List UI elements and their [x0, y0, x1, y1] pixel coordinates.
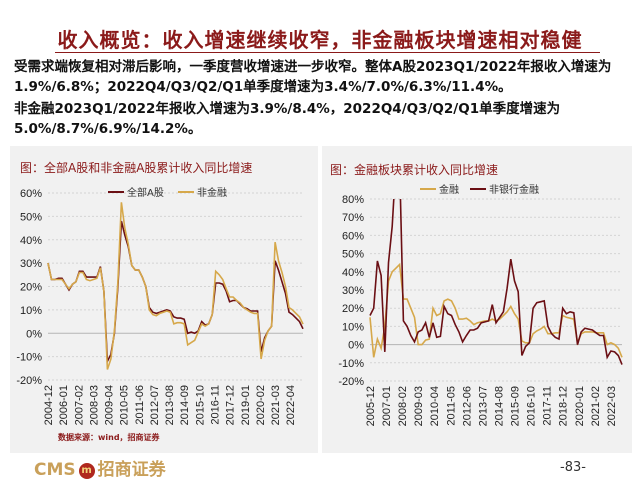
logo-cn-text: 招商证券 [97, 460, 166, 480]
x-tick-label: 2018-12 [558, 386, 570, 426]
chart-title: 图：金融板块累计收入同比增速 [330, 162, 498, 177]
summary-paragraph-1: 受需求端恢复相对滞后影响，一季度营收增速进一步收窄。整体A股2023Q1/202… [14, 59, 612, 95]
series-line-2 [47, 202, 304, 370]
chart-panel-all-a-shares [10, 146, 318, 453]
x-tick-label: 2019-01 [240, 385, 252, 425]
y-tick-label: 70% [342, 212, 364, 224]
x-tick-label: 2017-12 [225, 385, 237, 425]
y-tick-label: 50% [342, 249, 364, 261]
x-tick-label: 2014-08 [493, 386, 505, 426]
x-tick-label: 2020-01 [574, 386, 586, 426]
summary-text: 受需求端恢复相对滞后影响，一季度营收增速进一步收窄。整体A股2023Q1/202… [14, 57, 630, 141]
y-tick-label: 0% [26, 328, 42, 340]
series-line-2 [369, 199, 623, 365]
y-tick-label: 50% [20, 211, 42, 223]
y-tick-label: 40% [342, 267, 364, 279]
y-tick-label: -20% [16, 375, 42, 387]
y-tick-label: 10% [20, 305, 42, 317]
y-tick-label: 20% [342, 303, 364, 315]
x-tick-label: 2007-02 [73, 385, 85, 425]
y-tick-label: -20% [338, 376, 364, 388]
y-tick-label: 10% [342, 321, 364, 333]
chart-title: 图：全部A股和非金融A股累计收入同比增速 [20, 160, 252, 175]
x-tick-label: 2010-05 [119, 385, 131, 425]
data-source-note: 数据来源：wind，招商证券 [58, 432, 161, 442]
y-tick-label: -10% [338, 358, 364, 370]
y-tick-label: 0% [348, 340, 364, 352]
x-tick-label: 2011-05 [445, 386, 457, 426]
x-tick-label: 2013-08 [164, 385, 176, 425]
x-tick-label: 2009-03 [413, 386, 425, 426]
x-tick-label: 2007-01 [381, 386, 393, 426]
x-tick-label: 2006-01 [58, 385, 70, 425]
y-tick-label: 30% [20, 258, 42, 270]
x-tick-label: 2010-04 [429, 386, 441, 426]
cms-logo: CMS m 招商证券 [34, 455, 166, 480]
x-tick-label: 2005-12 [365, 386, 377, 426]
x-tick-label: 2009-04 [104, 385, 116, 425]
y-tick-label: 60% [342, 230, 364, 242]
x-tick-label: 2012-06 [461, 386, 473, 426]
x-tick-label: 2013-07 [477, 386, 489, 426]
x-tick-label: 2011-06 [134, 385, 146, 425]
chart-2: 图：金融板块累计收入同比增速 80% 70% 60% 50% 40% 30% 20% 10% 0%… [330, 162, 623, 426]
x-tick-label: 2022-04 [285, 385, 297, 425]
x-tick-label: 2020-02 [255, 385, 267, 425]
page-title: 收入概览：收入增速继续收窄，非金融板块增速相对稳健 [57, 28, 583, 52]
y-tick-label: 30% [342, 285, 364, 297]
y-tick-label: 80% [342, 194, 364, 206]
series-line-1 [369, 262, 623, 358]
x-tick-label: 2014-09 [179, 385, 191, 425]
y-tick-label: -10% [16, 352, 42, 364]
x-tick-label: 2015-09 [510, 386, 522, 426]
x-tick-label: 2022-03 [606, 386, 618, 426]
y-tick-label: 20% [20, 282, 42, 294]
legend-label: 金融 [439, 183, 459, 196]
x-tick-label: 2021-02 [590, 386, 602, 426]
x-tick-label: 2016-11 [210, 385, 222, 425]
logo-text: CMS [34, 460, 76, 480]
y-tick-label: 40% [20, 235, 42, 247]
x-tick-label: 2004-12 [43, 385, 55, 425]
chart-1: 图：全部A股和非金融A股累计收入同比增速 60% 50% 40% 30% 20% 10% 0%… [16, 160, 304, 442]
title-underline [55, 52, 600, 53]
page-number: -83- [560, 460, 586, 475]
x-tick-label: 2008-03 [88, 385, 100, 425]
x-tick-label: 2016-10 [526, 386, 538, 426]
summary-paragraph-2: 非金融2023Q1/2022年报收入增速为3.9%/8.4%，2022Q4/Q3… [14, 101, 561, 137]
x-tick-label: 2008-02 [397, 386, 409, 426]
x-tick-label: 2015-10 [194, 385, 206, 425]
y-tick-label: 60% [20, 188, 42, 200]
legend-label: 全部A股 [127, 186, 164, 199]
x-tick-label: 2012-07 [149, 385, 161, 425]
x-tick-label: 2017-11 [542, 386, 554, 426]
x-tick-label: 2021-03 [270, 385, 282, 425]
logo-badge-icon: m [78, 463, 95, 479]
legend-label: 非银行金融 [489, 183, 539, 196]
legend-label: 非金融 [197, 186, 227, 199]
